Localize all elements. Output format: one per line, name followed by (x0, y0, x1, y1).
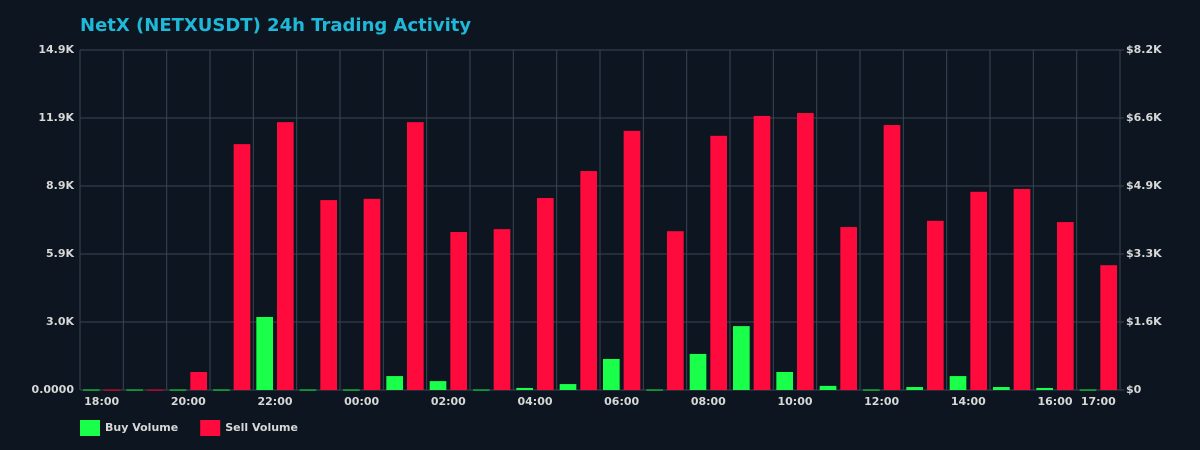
bar (559, 384, 577, 390)
bar (667, 231, 684, 390)
bar (320, 200, 337, 390)
bar (103, 389, 121, 391)
bar (970, 191, 987, 390)
bar (343, 389, 360, 391)
y2-tick-label: $0 (1126, 383, 1142, 396)
bar (819, 385, 837, 390)
bar (883, 125, 901, 391)
bar (429, 381, 447, 390)
x-tick-label: 10:00 (777, 395, 812, 408)
x-tick-label: 22:00 (257, 395, 292, 408)
bar (776, 371, 793, 390)
bar (386, 376, 403, 390)
bar (363, 198, 381, 390)
x-tick-label: 06:00 (604, 395, 639, 408)
bar (797, 113, 814, 391)
bar (993, 387, 1010, 390)
bar (169, 389, 187, 391)
bar (753, 115, 771, 391)
bar (299, 389, 317, 391)
x-tick-label: 17:00 (1081, 395, 1116, 408)
bar (450, 232, 467, 390)
bar (256, 316, 273, 390)
bar (126, 389, 143, 391)
x-tick-label: 20:00 (171, 395, 206, 408)
x-tick-label: 04:00 (517, 395, 552, 408)
y2-tick-label: $6.6K (1126, 111, 1162, 124)
bar (407, 122, 424, 391)
y2-tick-label: $8.2K (1126, 43, 1162, 56)
bar (840, 227, 857, 390)
bar (623, 130, 641, 391)
bar (710, 135, 727, 390)
bar (516, 387, 533, 390)
bar (1013, 188, 1031, 390)
x-tick-label: 00:00 (344, 395, 379, 408)
legend-swatch (200, 420, 221, 436)
x-tick-label: 16:00 (1037, 395, 1072, 408)
bar (1079, 389, 1097, 391)
bar (580, 171, 597, 390)
bar (213, 389, 230, 391)
x-tick-label: 18:00 (84, 395, 119, 408)
bar (83, 389, 100, 391)
y-tick-label: 14.9K (38, 43, 74, 56)
bar (1036, 387, 1053, 390)
bar (603, 358, 620, 390)
bar (1057, 222, 1074, 390)
bar (1100, 265, 1117, 390)
y-tick-label: 8.9K (46, 179, 74, 192)
y2-tick-label: $3.3K (1126, 247, 1162, 260)
bar (147, 389, 164, 391)
chart-title: NetX (NETXUSDT) 24h Trading Activity (80, 15, 471, 36)
y2-tick-label: $1.6K (1126, 315, 1162, 328)
bar (927, 220, 944, 390)
x-tick-label: 02:00 (431, 395, 466, 408)
bar (863, 389, 880, 391)
bar (473, 389, 490, 391)
bar (537, 198, 554, 390)
bar (190, 372, 207, 390)
bar (906, 387, 923, 390)
bar (689, 353, 707, 390)
bar (493, 229, 511, 390)
legend-swatch (80, 420, 100, 436)
bar (949, 376, 967, 390)
y-tick-label: 5.9K (46, 247, 74, 260)
x-tick-label: 08:00 (691, 395, 726, 408)
y-tick-label: 3.0K (46, 315, 74, 328)
y2-tick-label: $4.9K (1126, 179, 1162, 192)
x-tick-label: 12:00 (864, 395, 899, 408)
y-tick-label: 11.9K (38, 111, 74, 124)
bar (277, 122, 294, 391)
x-tick-label: 14:00 (951, 395, 986, 408)
y-tick-label: 0.0000 (32, 383, 75, 396)
bar (733, 326, 750, 390)
bar (646, 389, 663, 391)
bar (233, 144, 251, 390)
legend-label: Sell Volume (225, 421, 298, 434)
legend-label: Buy Volume (105, 421, 178, 434)
